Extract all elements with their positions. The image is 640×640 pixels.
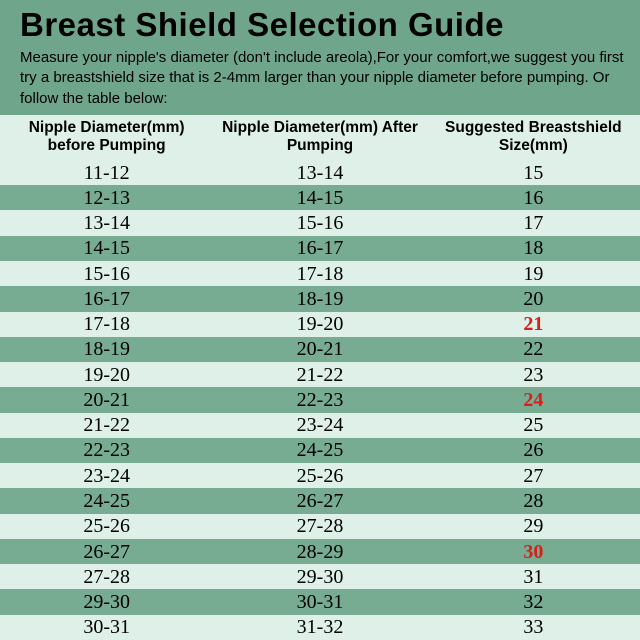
- table-row: 14-1516-1718: [0, 236, 640, 261]
- cell-before: 24-25: [0, 491, 213, 511]
- table-row: 20-2122-2324: [0, 387, 640, 412]
- cell-after: 13-14: [213, 163, 426, 183]
- cell-before: 17-18: [0, 314, 213, 334]
- table-row: 11-1213-1415: [0, 160, 640, 185]
- cell-after: 26-27: [213, 491, 426, 511]
- cell-after: 16-17: [213, 238, 426, 258]
- table-row: 25-2627-2829: [0, 514, 640, 539]
- guide-page: Breast Shield Selection Guide Measure yo…: [0, 0, 640, 640]
- cell-after: 21-22: [213, 365, 426, 385]
- cell-before: 25-26: [0, 516, 213, 536]
- table-header: Nipple Diameter(mm) before Pumping Nippl…: [0, 115, 640, 160]
- table-row: 12-1314-1516: [0, 185, 640, 210]
- cell-before: 12-13: [0, 188, 213, 208]
- cell-before: 11-12: [0, 163, 213, 183]
- cell-after: 29-30: [213, 567, 426, 587]
- cell-size: 21: [427, 314, 640, 334]
- intro-text: Measure your nipple's diameter (don't in…: [0, 46, 640, 115]
- table-row: 19-2021-2223: [0, 362, 640, 387]
- table-row: 23-2425-2627: [0, 463, 640, 488]
- cell-size: 15: [427, 163, 640, 183]
- cell-after: 14-15: [213, 188, 426, 208]
- cell-after: 17-18: [213, 264, 426, 284]
- cell-before: 14-15: [0, 238, 213, 258]
- cell-after: 20-21: [213, 339, 426, 359]
- cell-size: 24: [427, 390, 640, 410]
- col-header-before: Nipple Diameter(mm) before Pumping: [0, 115, 213, 160]
- cell-size: 31: [427, 567, 640, 587]
- table-row: 18-1920-2122: [0, 337, 640, 362]
- cell-size: 23: [427, 365, 640, 385]
- cell-before: 16-17: [0, 289, 213, 309]
- cell-after: 23-24: [213, 415, 426, 435]
- table-row: 15-1617-1819: [0, 261, 640, 286]
- cell-before: 23-24: [0, 466, 213, 486]
- cell-after: 19-20: [213, 314, 426, 334]
- cell-before: 20-21: [0, 390, 213, 410]
- cell-size: 27: [427, 466, 640, 486]
- cell-before: 29-30: [0, 592, 213, 612]
- cell-after: 27-28: [213, 516, 426, 536]
- cell-after: 28-29: [213, 542, 426, 562]
- cell-before: 13-14: [0, 213, 213, 233]
- cell-before: 30-31: [0, 617, 213, 637]
- cell-before: 27-28: [0, 567, 213, 587]
- cell-size: 30: [427, 542, 640, 562]
- table-row: 13-1415-1617: [0, 210, 640, 235]
- cell-after: 15-16: [213, 213, 426, 233]
- cell-size: 26: [427, 440, 640, 460]
- table-row: 24-2526-2728: [0, 488, 640, 513]
- cell-after: 31-32: [213, 617, 426, 637]
- cell-size: 28: [427, 491, 640, 511]
- table-row: 21-2223-2425: [0, 413, 640, 438]
- table-row: 30-3131-3233: [0, 615, 640, 640]
- cell-size: 20: [427, 289, 640, 309]
- table-row: 16-1718-1920: [0, 286, 640, 311]
- cell-size: 29: [427, 516, 640, 536]
- cell-after: 25-26: [213, 466, 426, 486]
- table-row: 26-2728-2930: [0, 539, 640, 564]
- cell-after: 30-31: [213, 592, 426, 612]
- cell-before: 15-16: [0, 264, 213, 284]
- table-row: 27-2829-3031: [0, 564, 640, 589]
- table-row: 22-2324-2526: [0, 438, 640, 463]
- table-body: 11-1213-141512-1314-151613-1415-161714-1…: [0, 160, 640, 640]
- col-header-size: Suggested Breastshield Size(mm): [427, 115, 640, 160]
- cell-size: 19: [427, 264, 640, 284]
- col-header-after: Nipple Diameter(mm) After Pumping: [213, 115, 426, 160]
- page-title: Breast Shield Selection Guide: [20, 6, 504, 44]
- cell-before: 19-20: [0, 365, 213, 385]
- cell-before: 26-27: [0, 542, 213, 562]
- cell-size: 22: [427, 339, 640, 359]
- cell-after: 22-23: [213, 390, 426, 410]
- cell-before: 21-22: [0, 415, 213, 435]
- cell-before: 22-23: [0, 440, 213, 460]
- table-row: 29-3030-3132: [0, 589, 640, 614]
- cell-size: 25: [427, 415, 640, 435]
- cell-before: 18-19: [0, 339, 213, 359]
- cell-size: 16: [427, 188, 640, 208]
- cell-after: 24-25: [213, 440, 426, 460]
- cell-size: 32: [427, 592, 640, 612]
- cell-size: 33: [427, 617, 640, 637]
- cell-after: 18-19: [213, 289, 426, 309]
- table-row: 17-1819-2021: [0, 312, 640, 337]
- cell-size: 18: [427, 238, 640, 258]
- title-band: Breast Shield Selection Guide: [0, 0, 640, 46]
- cell-size: 17: [427, 213, 640, 233]
